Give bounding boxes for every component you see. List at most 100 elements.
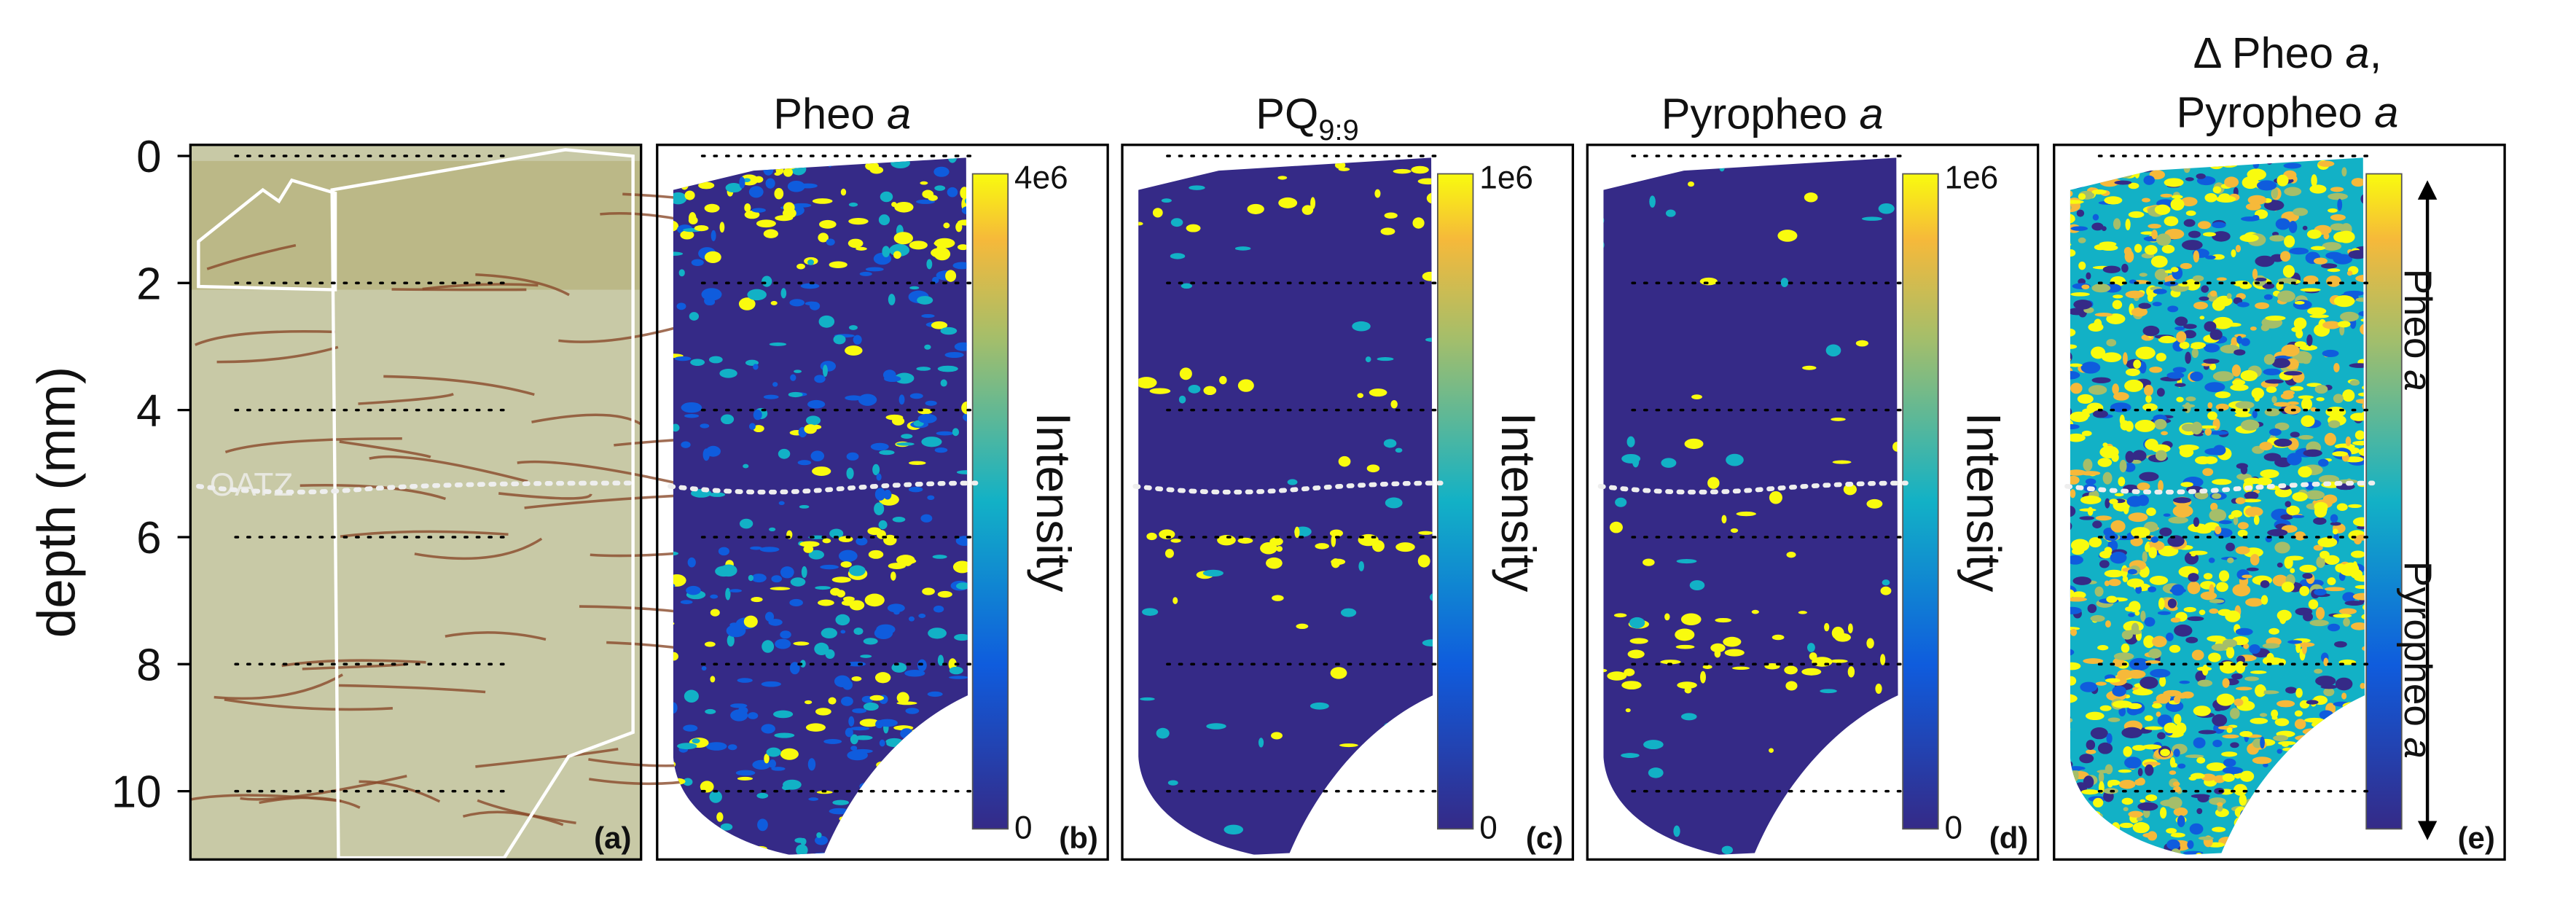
vein — [214, 673, 344, 700]
texture — [750, 846, 757, 855]
colorbar-label: Intensity — [1026, 413, 1080, 593]
texture — [2054, 744, 2065, 753]
texture — [2112, 300, 2123, 310]
texture — [1723, 636, 1742, 647]
texture — [1684, 438, 1704, 450]
texture — [2206, 762, 2226, 772]
texture — [820, 361, 837, 372]
texture — [1629, 617, 1645, 629]
texture — [2143, 175, 2155, 185]
texture — [2106, 313, 2126, 324]
texture — [2258, 684, 2264, 697]
texture — [1203, 386, 1217, 396]
texture — [896, 701, 917, 705]
texture — [721, 414, 735, 425]
texture — [789, 299, 805, 307]
texture — [751, 597, 763, 603]
texture — [2344, 809, 2365, 822]
texture — [1357, 393, 1364, 399]
texture — [2351, 622, 2365, 630]
texture — [735, 770, 756, 776]
texture — [2325, 406, 2346, 418]
texture — [2289, 247, 2309, 255]
texture — [2219, 158, 2239, 168]
texture — [2085, 711, 2105, 721]
texture — [940, 379, 947, 387]
texture — [2330, 514, 2338, 523]
texture — [2078, 821, 2095, 831]
arrow-label: Pheo a — [2396, 269, 2439, 391]
texture — [2172, 781, 2180, 787]
texture — [683, 724, 698, 732]
texture — [2185, 636, 2199, 644]
texture — [2341, 710, 2356, 716]
texture — [704, 251, 721, 264]
texture — [2276, 748, 2282, 754]
texture — [1294, 526, 1300, 539]
texture — [2167, 598, 2177, 609]
texture — [1217, 535, 1236, 546]
texture — [2216, 693, 2235, 706]
texture — [1772, 634, 1785, 641]
texture — [697, 834, 712, 839]
texture — [2174, 316, 2188, 327]
texture — [662, 252, 670, 259]
texture — [2128, 211, 2145, 219]
texture — [782, 208, 796, 219]
texture — [744, 210, 760, 219]
texture — [878, 520, 888, 530]
texture — [2304, 490, 2325, 500]
texture — [956, 470, 968, 474]
texture — [2271, 396, 2277, 404]
texture — [1170, 253, 1186, 259]
texture — [2284, 556, 2293, 569]
panel-title: Pyropheo a — [1661, 90, 1884, 138]
texture — [2125, 606, 2135, 612]
outline — [330, 148, 635, 860]
texture — [2097, 813, 2103, 819]
texture — [2148, 586, 2157, 593]
texture — [2255, 278, 2267, 282]
texture — [2244, 491, 2259, 500]
texture — [2332, 451, 2349, 457]
texture — [2212, 493, 2222, 499]
texture — [869, 166, 884, 174]
texture — [815, 835, 829, 845]
texture — [1164, 549, 1174, 558]
texture — [2301, 358, 2311, 364]
texture — [2085, 478, 2097, 485]
texture — [954, 633, 968, 641]
texture — [2078, 261, 2086, 270]
texture — [800, 283, 820, 289]
panel: 1e6 0 Intensity Pyropheo a (d) — [1586, 90, 2040, 861]
texture — [2276, 157, 2283, 161]
texture — [939, 840, 956, 853]
texture — [2267, 528, 2288, 536]
vein — [359, 780, 441, 803]
texture — [704, 203, 720, 213]
texture — [2235, 546, 2250, 555]
texture — [807, 259, 815, 265]
texture — [689, 312, 700, 321]
texture — [2336, 503, 2348, 511]
texture — [2070, 189, 2073, 198]
title-part: a — [2346, 28, 2370, 77]
texture — [1183, 168, 1197, 178]
texture — [829, 261, 847, 269]
texture — [2121, 797, 2134, 805]
texture — [815, 586, 831, 590]
texture — [2213, 775, 2225, 783]
texture — [2348, 504, 2362, 509]
texture — [2180, 262, 2193, 270]
panel-tag: (e) — [2458, 821, 2495, 855]
texture — [813, 852, 831, 855]
texture — [2266, 157, 2274, 165]
texture — [2274, 438, 2293, 447]
texture — [2057, 740, 2066, 747]
texture — [2193, 705, 2211, 716]
texture — [2070, 370, 2080, 380]
texture — [2143, 762, 2161, 766]
texture — [2149, 576, 2169, 585]
texture — [2237, 529, 2248, 537]
texture — [1855, 340, 1868, 347]
